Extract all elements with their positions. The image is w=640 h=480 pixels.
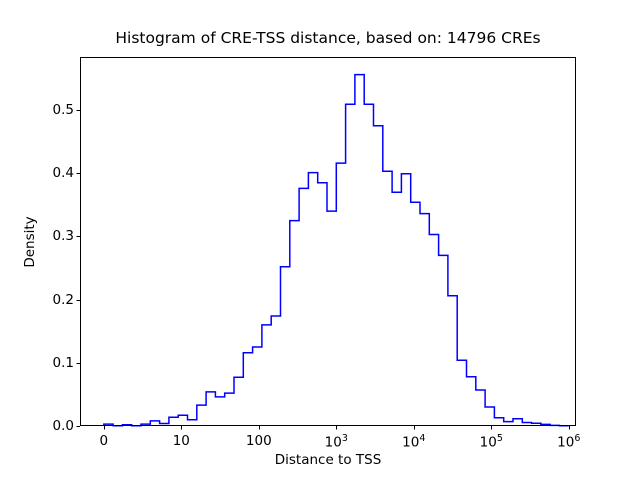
y-tick-label: 0.4: [52, 165, 74, 182]
y-tick-label: 0.2: [52, 291, 74, 308]
y-tick-label: 0.1: [52, 354, 74, 371]
x-axis-label: Distance to TSS: [274, 452, 382, 468]
y-tick-label: 0.3: [52, 228, 74, 245]
y-tick-label: 0.5: [52, 102, 74, 118]
y-axis-label-text: Density: [22, 216, 38, 268]
histogram-line: [103, 73, 570, 427]
x-tick-label: 105: [479, 433, 503, 451]
chart-title: Histogram of CRE-TSS distance, based on:…: [115, 29, 541, 47]
x-tick-label: 104: [402, 433, 426, 451]
y-tick-label: 0.0: [52, 418, 74, 434]
x-tick-label: 106: [557, 433, 581, 451]
x-tick-label: 10: [172, 433, 190, 449]
x-tick-label: 0: [99, 433, 109, 449]
axes-frame: [80, 57, 576, 426]
axis-tick-marks: [76, 110, 570, 430]
x-tick-label: 100: [245, 433, 272, 449]
x-tick-label: 103: [324, 433, 348, 451]
